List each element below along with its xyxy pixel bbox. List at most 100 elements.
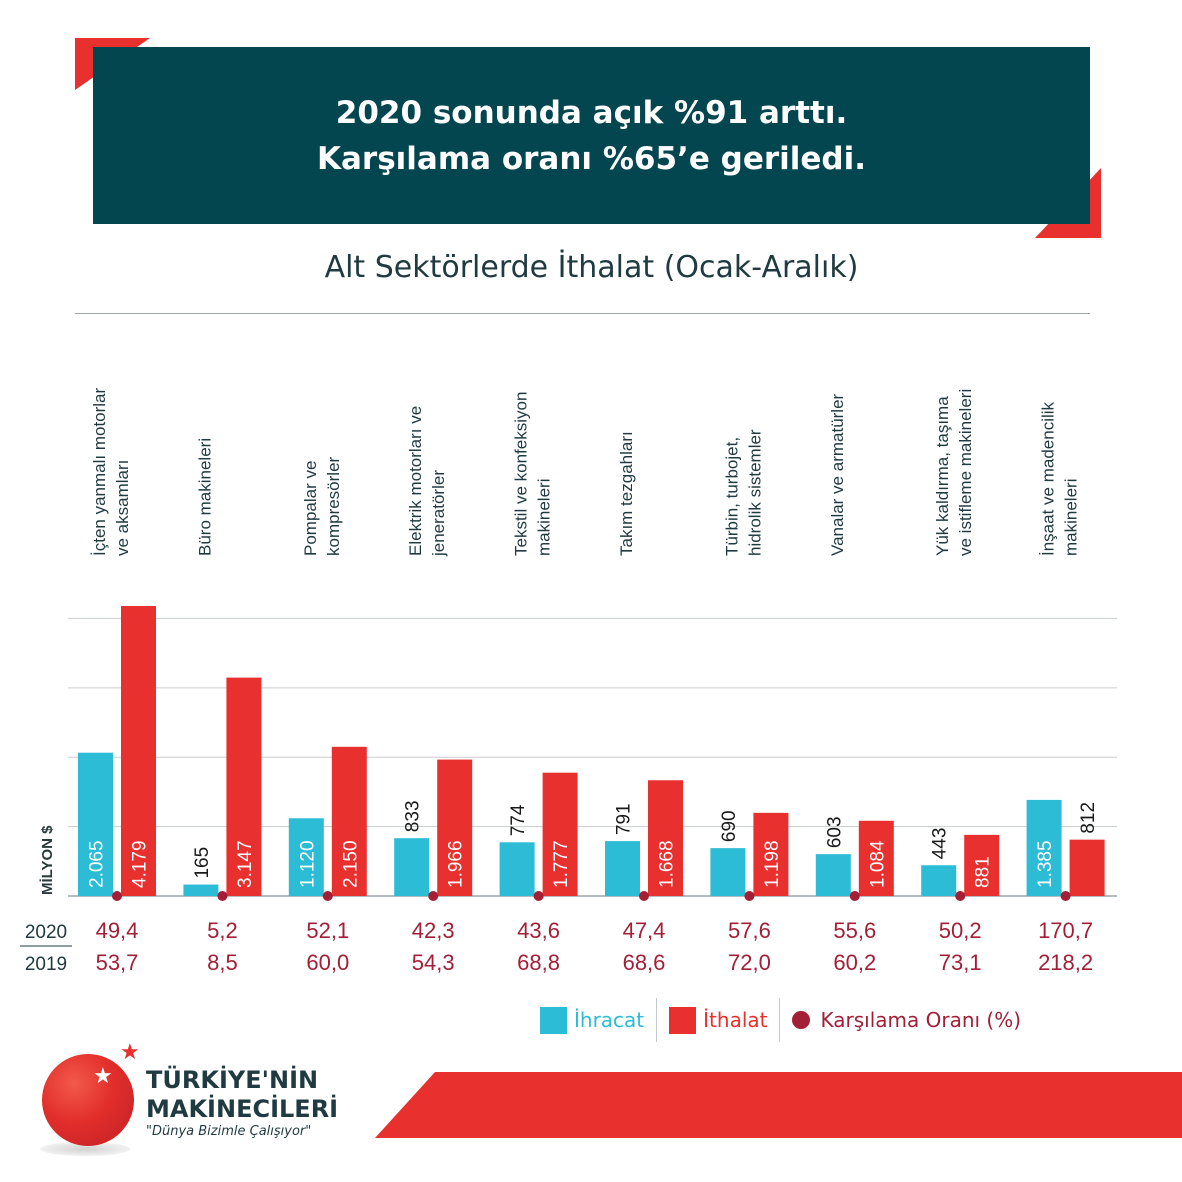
coverage-dot <box>217 891 228 901</box>
category-label: Pompalar ve <box>301 461 320 556</box>
data-label: 165 <box>192 847 213 879</box>
category-label: İnşaat ve madencilik <box>1039 401 1058 556</box>
export-bar <box>710 848 746 896</box>
coverage-value: 49,4 <box>96 918 139 943</box>
title-divider <box>75 313 1090 314</box>
coverage-value: 60,0 <box>306 950 349 975</box>
coverage-value: 42,3 <box>412 918 455 943</box>
star-icon: ★ <box>120 1040 140 1065</box>
coverage-value: 8,5 <box>207 950 238 975</box>
data-label: 1.966 <box>446 840 467 888</box>
headline-line-2: Karşılama oranı %65’e geriledi. <box>316 140 867 177</box>
coverage-dot <box>744 891 755 901</box>
category-label: kompresörler <box>324 456 343 556</box>
data-label: 791 <box>614 803 635 835</box>
coverage-value: 47,4 <box>623 918 666 943</box>
legend-item-export: İhracat <box>540 1006 645 1034</box>
coverage-dot <box>428 891 439 901</box>
data-label: 4.179 <box>130 840 151 888</box>
coverage-value: 55,6 <box>833 918 876 943</box>
data-label: 2.065 <box>87 840 108 888</box>
legend-item-import: İthalat <box>669 1006 767 1034</box>
data-label: 443 <box>930 828 951 860</box>
coverage-value: 54,3 <box>412 950 455 975</box>
category-label: hidrolik sistemler <box>745 429 764 556</box>
coverage-dot <box>955 891 966 901</box>
legend-label-ratio: Karşılama Oranı (%) <box>820 1008 1022 1032</box>
data-label: 690 <box>719 810 740 842</box>
import-bar <box>437 759 473 896</box>
data-label: 1.777 <box>551 840 572 888</box>
brand-line-1: TÜRKİYE'NİN <box>146 1066 319 1094</box>
data-label: 1.084 <box>867 840 888 888</box>
import-bar <box>331 746 367 896</box>
coverage-value: 218,2 <box>1038 950 1093 975</box>
category-label: Büro makineleri <box>195 438 214 556</box>
import-bar <box>964 834 1000 896</box>
coverage-value: 50,2 <box>939 918 982 943</box>
category-label: jeneratörler <box>429 470 448 557</box>
category-label: İçten yanmalı motorlar <box>90 387 109 556</box>
import-bar <box>121 606 156 896</box>
data-label: 2.150 <box>340 840 361 888</box>
category-label: Yük kaldırma, taşıma <box>933 396 952 556</box>
year-label: 2020 <box>25 922 67 943</box>
year-label: 2019 <box>25 954 67 975</box>
brand-line-2: MAKİNECİLERİ <box>146 1095 339 1123</box>
coverage-value: 43,6 <box>517 918 560 943</box>
data-label: 774 <box>508 804 529 836</box>
coverage-value: 53,7 <box>96 950 139 975</box>
legend-separator <box>779 998 781 1042</box>
coverage-value: 170,7 <box>1038 918 1093 943</box>
export-bar <box>921 865 957 896</box>
legend-item-ratio: Karşılama Oranı (%) <box>792 1008 1021 1032</box>
data-label: 1.668 <box>657 840 678 888</box>
import-bar <box>226 677 262 896</box>
coverage-dot <box>639 891 649 901</box>
coverage-dot <box>322 891 333 901</box>
coverage-dot <box>112 891 122 901</box>
logo-shadow <box>40 1142 130 1156</box>
coverage-value: 5,2 <box>207 918 238 943</box>
chart-title: Alt Sektörlerde İthalat (Ocak-Aralık) <box>324 250 859 285</box>
category-label: makineleri <box>1062 479 1081 556</box>
logo-circle <box>42 1054 134 1146</box>
legend-swatch-export <box>540 1006 567 1034</box>
coverage-value: 57,6 <box>728 918 771 943</box>
export-bar <box>288 818 324 896</box>
footer-red-band <box>375 1072 1182 1138</box>
data-label: 1.120 <box>297 840 318 888</box>
import-bar <box>858 820 894 896</box>
export-bar <box>499 842 535 896</box>
data-label: 881 <box>973 856 994 888</box>
headline-line-1: 2020 sonunda açık %91 arttı. <box>335 94 848 131</box>
import-bar <box>753 812 789 896</box>
export-bar <box>78 752 113 896</box>
export-bar <box>183 884 219 896</box>
category-label: Elektrik motorları ve <box>406 406 425 556</box>
data-label: 1.385 <box>1035 840 1056 888</box>
data-label: 812 <box>1078 802 1099 834</box>
export-bar <box>815 854 851 896</box>
export-bar <box>394 838 430 896</box>
export-bar <box>605 841 640 896</box>
coverage-value: 73,1 <box>939 950 982 975</box>
import-bar <box>648 780 683 896</box>
coverage-value: 60,2 <box>833 950 876 975</box>
category-label: Türbin, turbojet, <box>722 437 741 556</box>
legend-label-export: İhracat <box>574 1008 645 1032</box>
star-icon: ★ <box>93 1064 113 1089</box>
data-label: 1.198 <box>762 840 783 888</box>
category-label: Takım tezgahları <box>617 431 636 556</box>
category-label: Tekstil ve konfeksiyon <box>512 392 531 556</box>
coverage-value: 72,0 <box>728 950 771 975</box>
legend-separator <box>656 998 658 1042</box>
headline-banner: 2020 sonunda açık %91 arttı. Karşılama o… <box>93 47 1090 224</box>
category-label: ve aksamları <box>113 460 132 556</box>
coverage-dot <box>533 891 544 901</box>
bar-chart: MİLYON $ İçten yanmalı motorlar ve aksamla… <box>20 387 1117 975</box>
category-label: Vanalar ve armatürler <box>828 393 847 556</box>
import-bar <box>542 772 578 896</box>
category-label: ve istifleme makineleri <box>956 389 975 556</box>
coverage-dot <box>849 891 860 901</box>
